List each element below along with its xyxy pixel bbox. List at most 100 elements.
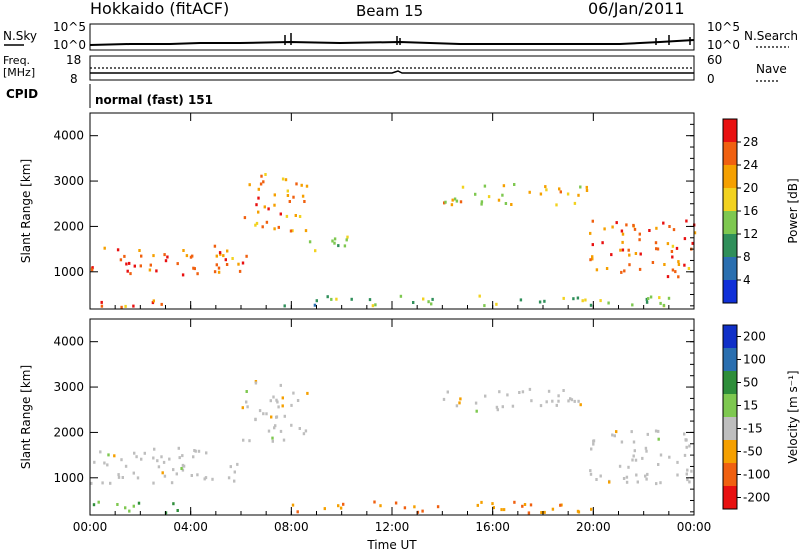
colorbar-segment bbox=[723, 234, 737, 258]
data-cell bbox=[181, 468, 185, 472]
data-cell bbox=[196, 272, 199, 276]
data-cell bbox=[459, 397, 462, 401]
beam-title: Beam 15 bbox=[356, 2, 423, 20]
data-cell bbox=[371, 304, 375, 308]
data-cell bbox=[345, 238, 348, 242]
data-cell bbox=[229, 465, 232, 469]
data-cell bbox=[273, 227, 276, 231]
data-cell bbox=[241, 261, 245, 265]
colorbar-tick-label: 15 bbox=[743, 399, 758, 413]
colorbar-tick-label: 200 bbox=[743, 330, 766, 344]
data-cell bbox=[211, 477, 214, 481]
data-cell bbox=[475, 409, 478, 413]
colorbar-tick-label: 28 bbox=[743, 135, 758, 149]
data-cell bbox=[233, 470, 236, 474]
data-cell bbox=[301, 194, 305, 198]
data-cell bbox=[140, 254, 143, 258]
data-cell bbox=[615, 430, 618, 434]
data-cell bbox=[275, 398, 278, 402]
data-cell bbox=[543, 510, 546, 514]
noise-tick-low-left: 10^0 bbox=[53, 38, 86, 52]
nave-tick-high: 60 bbox=[707, 53, 722, 67]
data-cell bbox=[599, 474, 602, 478]
data-cell bbox=[676, 460, 679, 464]
data-cell bbox=[688, 480, 691, 484]
data-cell bbox=[688, 444, 691, 448]
data-cell bbox=[635, 473, 638, 477]
data-cell bbox=[263, 205, 266, 209]
data-cell bbox=[562, 389, 565, 392]
data-cell bbox=[120, 458, 123, 462]
data-cell bbox=[255, 203, 258, 207]
data-cell bbox=[323, 507, 326, 511]
noise-tick-low-right: 10^0 bbox=[707, 38, 740, 52]
data-cell bbox=[576, 509, 580, 513]
data-cell bbox=[478, 294, 481, 298]
data-cell bbox=[129, 272, 132, 276]
data-cell bbox=[242, 438, 245, 442]
data-cell bbox=[422, 297, 425, 301]
data-cell bbox=[279, 212, 282, 216]
data-cell bbox=[273, 203, 276, 207]
data-cell bbox=[132, 504, 135, 508]
data-cell bbox=[203, 477, 206, 481]
data-cell bbox=[152, 254, 155, 258]
data-cell bbox=[595, 268, 599, 272]
data-cell bbox=[399, 294, 403, 298]
data-cell bbox=[304, 229, 308, 233]
noise-panel: N.Sky 10^5 10^0 10^5 10^0 N.Search bbox=[3, 20, 798, 52]
data-cell bbox=[671, 244, 675, 248]
data-cell bbox=[236, 462, 239, 466]
data-cell bbox=[295, 182, 298, 186]
data-cell bbox=[292, 391, 295, 395]
data-cell bbox=[573, 201, 577, 205]
data-cell bbox=[224, 258, 227, 262]
data-cell bbox=[513, 500, 516, 504]
data-cell bbox=[502, 508, 506, 512]
velocity-panel: 00:00 04:00 08:00 12:00 16:00 20:00 00:00 1000 2… bbox=[19, 318, 711, 552]
nave-tick-low: 0 bbox=[707, 72, 715, 86]
data-cell bbox=[622, 477, 626, 480]
data-cell bbox=[143, 451, 146, 455]
data-cell bbox=[591, 243, 594, 247]
data-cell bbox=[567, 399, 570, 403]
colorbar-tick-label: 20 bbox=[743, 181, 758, 195]
y-tick-label: 2000 bbox=[53, 425, 84, 439]
data-cell bbox=[291, 229, 294, 233]
y-tick-label: 4000 bbox=[53, 129, 84, 143]
data-cell bbox=[657, 463, 660, 466]
data-cell bbox=[691, 241, 694, 245]
data-cell bbox=[257, 187, 260, 191]
freq-panel: Freq. [MHz] 18 8 60 0 Nave bbox=[3, 53, 787, 86]
colorbar-segment bbox=[723, 417, 737, 441]
data-cell bbox=[305, 184, 309, 188]
data-cell bbox=[649, 295, 653, 299]
colorbar-tick-label: 4 bbox=[743, 273, 751, 287]
data-cell bbox=[267, 207, 270, 211]
data-cell bbox=[630, 430, 633, 434]
data-cell bbox=[557, 394, 560, 398]
data-cell bbox=[276, 400, 279, 404]
data-cell bbox=[675, 246, 679, 250]
data-cell bbox=[480, 200, 484, 204]
colorbar-segment bbox=[723, 440, 737, 464]
data-cell bbox=[662, 221, 665, 225]
data-cell bbox=[625, 223, 628, 227]
data-cell bbox=[545, 400, 548, 404]
data-cell bbox=[648, 229, 651, 232]
y-tick-label: 4000 bbox=[53, 335, 84, 349]
data-cell bbox=[497, 198, 501, 202]
data-cell bbox=[530, 399, 533, 403]
data-cell bbox=[128, 509, 131, 513]
data-cell bbox=[645, 300, 649, 304]
colorbar-tick-label: 24 bbox=[743, 158, 758, 172]
data-cell bbox=[495, 405, 499, 409]
data-cell bbox=[346, 235, 349, 239]
data-cell bbox=[257, 210, 260, 214]
data-cell bbox=[261, 225, 264, 229]
data-cell bbox=[631, 458, 634, 462]
data-cell bbox=[291, 503, 295, 507]
data-cell bbox=[674, 270, 677, 274]
date-title: 06/Jan/2011 bbox=[588, 0, 685, 18]
data-cell bbox=[90, 481, 93, 485]
